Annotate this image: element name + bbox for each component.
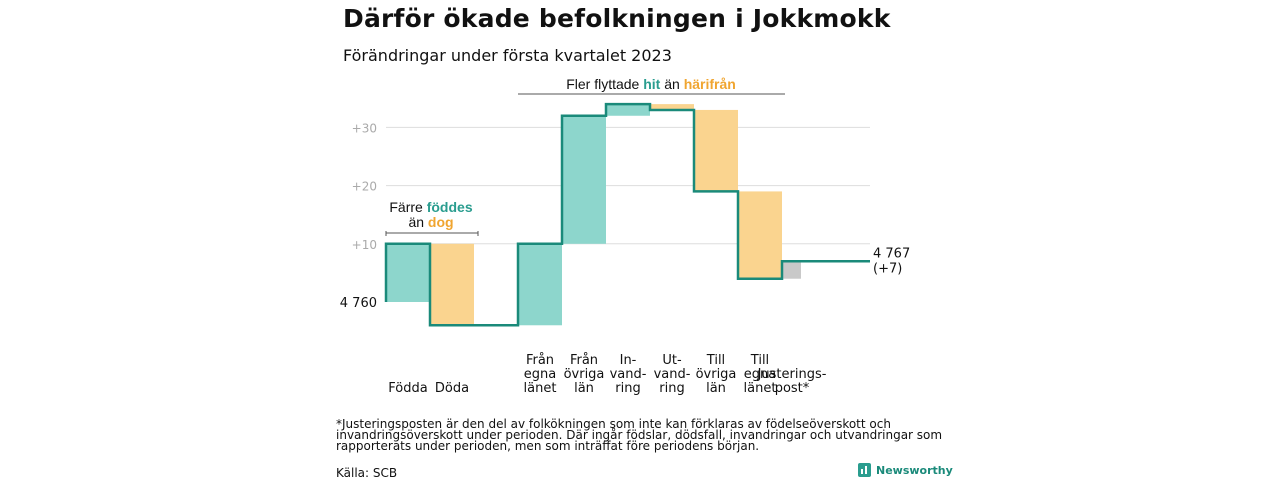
source-label: Källa: SCB [336,466,398,480]
bar-layer [386,104,801,326]
category-label-1: Födda [388,381,427,396]
start-value-label: 4 760 [340,296,377,311]
bar-6 [650,104,694,110]
category-label-8: egna [744,367,776,382]
category-label-8: Till [750,353,769,368]
line-layer [384,102,870,327]
category-label-8: länet [744,381,777,396]
category-label-7: övriga [696,367,737,382]
category-label-7: län [706,381,726,396]
bar-4 [562,115,606,244]
category-label-9: Justerings- [757,367,827,382]
category-label-3: Från [526,353,554,368]
chart-title: Därför ökade befolkningen i Jokkmokk [343,4,891,33]
category-label-3: länet [524,381,557,396]
grid-layer: +10 +20 +30 [352,121,870,252]
bar-2 [430,243,474,326]
category-label-4: Från [570,353,598,368]
footnote: *Justeringsposten är den del av folkökni… [336,417,943,453]
chart-logo-icon [858,463,871,477]
cumulative-line [384,102,870,327]
bar-9 [783,261,801,279]
newsworthy-logo: Newsworthy [858,463,953,477]
brand-name: Newsworthy [876,463,953,477]
bar-7 [694,109,738,192]
bar-3 [518,243,562,326]
category-label-5: In- [620,353,637,368]
category-label-7: Till [706,353,725,368]
category-label-2: Döda [435,381,469,396]
category-label-5: vand- [610,367,647,382]
category-label-6: Ut- [662,353,682,368]
end-value-label: 4 767 [873,246,910,261]
bar-1 [386,243,430,302]
category-label-6: ring [659,381,684,396]
y-tick-label: +30 [352,121,377,135]
y-tick-label: +10 [352,238,377,252]
chart-subtitle: Förändringar under första kvartalet 2023 [343,46,672,65]
category-label-3: egna [524,367,556,382]
category-label-9: post* [775,381,810,396]
category-label-4: övriga [564,367,605,382]
bar-5 [606,104,650,116]
category-label-4: län [574,381,594,396]
annotation-migration: Fler flyttade hit än härifrån [566,76,736,92]
category-label-5: ring [615,381,640,396]
annotation-birth: Färre föddes [389,199,472,215]
bar-8 [738,191,782,279]
y-tick-label: +20 [352,180,377,194]
category-label-6: vand- [654,367,691,382]
annotation-birth: än dog [408,214,453,230]
end-change-label: (+7) [873,261,902,276]
